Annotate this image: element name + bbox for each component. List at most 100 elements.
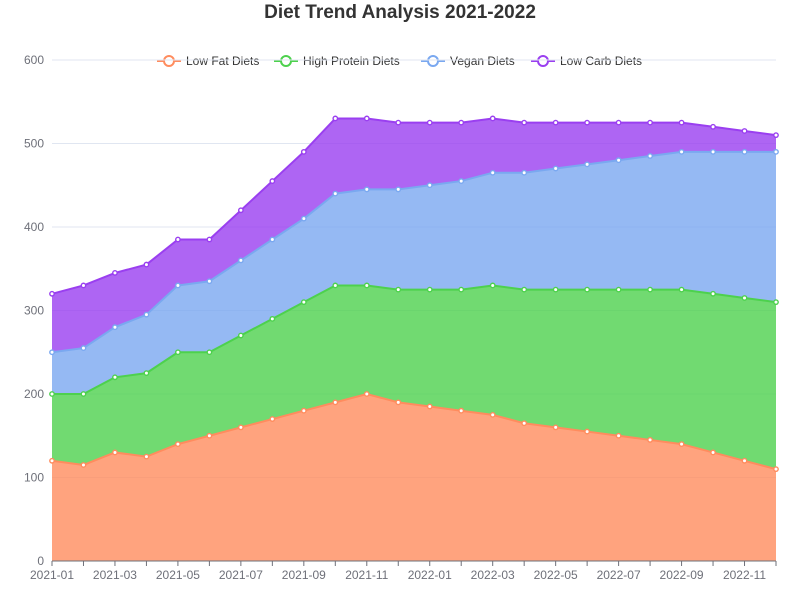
legend-label: Vegan Diets [450,54,515,68]
data-point [112,449,118,456]
y-tick-label: 500 [24,137,44,151]
legend-item[interactable]: Low Fat Diets [157,52,259,70]
data-point [489,282,496,289]
data-point [584,161,591,168]
data-point [395,186,402,193]
data-point [521,119,528,126]
y-tick-label: 300 [24,304,44,318]
x-tick-label: 2021-03 [93,568,137,582]
legend-item[interactable]: Vegan Diets [421,52,515,70]
series-area [52,118,776,353]
data-point [206,349,213,356]
series-area [52,151,776,394]
legend-label: Low Carb Diets [560,54,643,68]
legend-item[interactable]: High Protein Diets [274,52,400,70]
x-tick-label: 2021-07 [219,568,263,582]
data-point [458,286,465,293]
series-line [51,150,776,354]
data-point [773,148,779,155]
data-point [143,311,150,318]
data-point [489,169,496,176]
data-point [80,282,87,289]
x-tick-label: 2022-03 [471,568,515,582]
data-point [49,349,55,356]
data-point [206,432,213,439]
data-point [647,153,653,159]
data-point [112,374,118,381]
data-point [489,115,496,122]
data-point [773,466,779,473]
data-point [269,178,276,184]
data-point [143,261,150,268]
data-point [300,407,307,414]
data-point [332,282,339,289]
x-tick-label: 2022-07 [597,568,641,582]
y-tick-label: 400 [24,220,44,234]
data-point [269,236,276,243]
data-point [647,437,653,443]
data-point [395,399,402,406]
data-point [426,403,433,410]
data-point [269,416,276,422]
data-point [458,407,465,414]
y-tick-label: 0 [37,554,44,568]
data-point [552,424,559,431]
data-point [647,286,653,293]
x-tick-label: 2021-01 [30,568,74,582]
data-point [363,391,370,397]
data-point [237,207,244,214]
data-point [426,286,433,293]
data-point [773,299,779,306]
data-point [458,119,465,126]
data-point [112,324,118,331]
data-point [332,115,339,122]
data-point [49,457,55,464]
data-point [300,215,307,222]
data-point [426,182,433,189]
data-point [206,278,213,285]
data-point [521,169,528,176]
legend-swatch-icon [421,55,445,67]
legend-swatch-icon [274,55,298,67]
data-point [332,190,339,197]
x-tick-label: 2022-11 [723,568,766,582]
y-tick-label: 600 [24,53,44,67]
data-point [741,295,748,301]
data-point [615,119,622,126]
series-line [51,117,777,295]
legend-swatch-icon [157,55,181,67]
legend-item[interactable]: Low Carb Diets [531,52,642,70]
data-point [237,332,244,339]
data-point [206,236,213,243]
data-point [80,462,87,468]
data-point [741,128,748,134]
data-point [489,411,496,418]
data-point [521,420,528,427]
data-point [175,282,181,289]
data-point [773,132,779,139]
series-area [52,394,776,561]
data-point [237,257,244,264]
data-point [269,315,276,322]
data-point [395,119,402,126]
data-point [710,148,716,155]
data-point [521,286,528,293]
x-tick-label: 2021-11 [345,568,388,582]
data-point [741,457,748,464]
data-point [49,290,55,297]
data-point [710,449,716,456]
data-point [143,453,150,460]
data-point [80,391,87,397]
series-line [51,392,777,471]
data-point [49,391,55,397]
data-point [175,441,181,447]
data-point [175,349,181,356]
data-point [363,115,370,122]
data-point [710,290,716,297]
data-point [741,148,748,155]
data-point [552,165,559,172]
y-tick-label: 100 [24,471,44,485]
data-point [584,286,591,293]
data-point [300,299,307,306]
